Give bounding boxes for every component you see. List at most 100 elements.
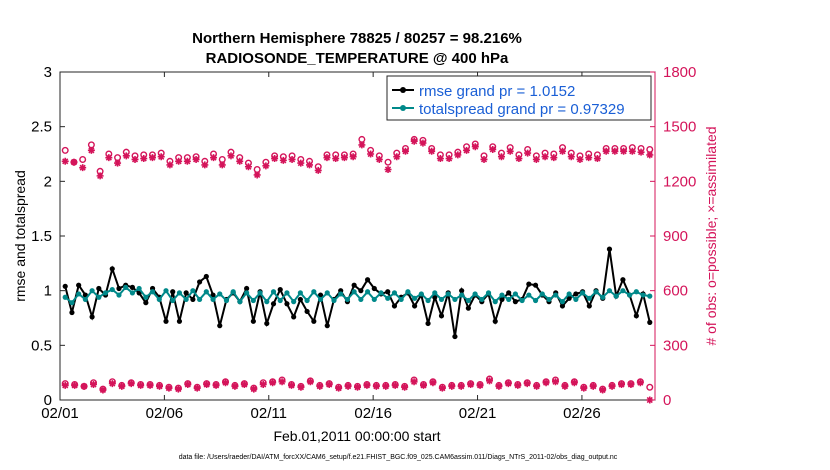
- obs-assimilated-marker: [90, 381, 98, 389]
- obs-assimilated-marker: [99, 386, 107, 394]
- data-point: [512, 291, 518, 297]
- obs-assimilated-marker: [306, 161, 314, 169]
- legend-spread-label: totalspread grand pr = 0.97329: [419, 101, 625, 118]
- obs-assimilated-marker: [485, 377, 493, 385]
- obs-assimilated-marker: [497, 153, 505, 161]
- obs-assimilated-marker: [375, 155, 383, 163]
- y-tick-label: 0.5: [31, 337, 52, 354]
- legend: rmse grand pr = 1.0152 totalspread grand…: [386, 75, 652, 121]
- data-point: [183, 290, 189, 296]
- data-point: [250, 297, 256, 304]
- data-point: [170, 297, 176, 304]
- footnote: data file: /Users/raeder/DAI/ATM_forcXX/…: [179, 454, 618, 461]
- obs-assimilated-marker: [323, 154, 331, 162]
- obs-assimilated-marker: [428, 147, 436, 155]
- data-point: [546, 296, 552, 303]
- data-point: [459, 288, 465, 294]
- data-point: [109, 286, 115, 293]
- data-point: [203, 273, 209, 280]
- obs-assimilated-marker: [463, 146, 471, 154]
- data-point: [593, 289, 599, 295]
- obs-assimilated-marker: [514, 381, 522, 389]
- data-point: [371, 296, 377, 303]
- data-point: [647, 319, 653, 325]
- data-point: [297, 290, 303, 296]
- data-point: [465, 305, 471, 311]
- obs-assimilated-marker: [627, 381, 635, 389]
- data-point: [559, 303, 566, 309]
- data-point: [89, 314, 95, 320]
- data-point: [291, 299, 297, 305]
- data-point: [371, 285, 377, 292]
- obs-assimilated-marker: [212, 381, 220, 389]
- data-point: [391, 303, 398, 309]
- data-point: [358, 296, 364, 303]
- data-point: [270, 301, 277, 307]
- obs-assimilated-marker: [108, 380, 116, 388]
- obs-assimilated-marker: [567, 153, 575, 161]
- obs-assimilated-marker: [70, 158, 78, 166]
- data-point: [237, 299, 243, 305]
- obs-assimilated-marker: [489, 145, 497, 153]
- obs-assimilated-marker: [148, 154, 156, 162]
- obs-assimilated-marker: [222, 379, 230, 387]
- x-tick-label: 02/16: [354, 405, 392, 422]
- obs-assimilated-marker: [467, 381, 475, 389]
- data-point: [304, 297, 310, 304]
- data-point: [425, 320, 431, 327]
- data-point: [190, 296, 196, 303]
- legend-box: [386, 75, 652, 121]
- obs-assimilated-marker: [637, 148, 645, 156]
- obs-assimilated-marker: [471, 143, 479, 151]
- obs-assimilated-marker: [146, 381, 154, 389]
- data-point: [210, 292, 216, 298]
- y-right-tick-label: 1800: [663, 64, 696, 81]
- obs-assimilated-marker: [646, 396, 654, 404]
- data-point: [96, 285, 102, 292]
- obs-possible-marker: [79, 155, 87, 163]
- y-right-tick-label: 1200: [663, 173, 696, 190]
- obs-assimilated-marker: [306, 378, 314, 386]
- obs-assimilated-marker: [646, 151, 654, 159]
- data-point: [499, 292, 505, 298]
- series-line: [64, 286, 650, 305]
- y-right-tick-label: 600: [663, 283, 688, 300]
- obs-assimilated-marker: [551, 378, 559, 386]
- data-point: [559, 299, 566, 305]
- obs-assimilated-marker: [504, 380, 512, 388]
- data-point: [277, 297, 283, 304]
- data-point: [244, 285, 250, 292]
- data-point: [364, 277, 371, 283]
- data-point: [526, 292, 532, 298]
- data-point: [102, 290, 109, 296]
- data-point: [452, 333, 458, 340]
- obs-assimilated-marker: [253, 171, 261, 179]
- y-axis-right-label: # of obs: o=possible; ×=assimilated: [703, 126, 719, 345]
- obs-assimilated-marker: [454, 151, 462, 159]
- data-point: [62, 294, 68, 300]
- obs-assimilated-marker: [599, 386, 607, 394]
- y-tick-label: 2: [44, 173, 52, 190]
- obs-assimilated-marker: [506, 147, 514, 155]
- x-tick-label: 02/21: [459, 405, 497, 422]
- obs-assimilated-marker: [561, 382, 569, 390]
- x-tick-label: 02/06: [146, 405, 184, 422]
- obs-assimilated-marker: [271, 155, 279, 163]
- obs-assimilated-marker: [636, 379, 644, 387]
- obs-assimilated-marker: [401, 147, 409, 155]
- data-point: [317, 296, 324, 303]
- obs-assimilated-marker: [628, 147, 636, 155]
- obs-assimilated-marker: [288, 155, 296, 163]
- chart-title: Northern Hemisphere 78825 / 80257 = 98.2…: [192, 30, 522, 47]
- obs-assimilated-marker: [278, 378, 286, 386]
- x-tick-label: 02/11: [251, 405, 287, 422]
- data-point: [324, 323, 330, 329]
- obs-assimilated-marker: [80, 382, 88, 390]
- data-point: [277, 286, 283, 293]
- data-point: [432, 294, 438, 300]
- data-point: [472, 291, 478, 297]
- obs-assimilated-marker: [349, 153, 357, 161]
- data-point: [506, 290, 512, 296]
- obs-assimilated-marker: [71, 381, 79, 389]
- data-point: [391, 290, 398, 296]
